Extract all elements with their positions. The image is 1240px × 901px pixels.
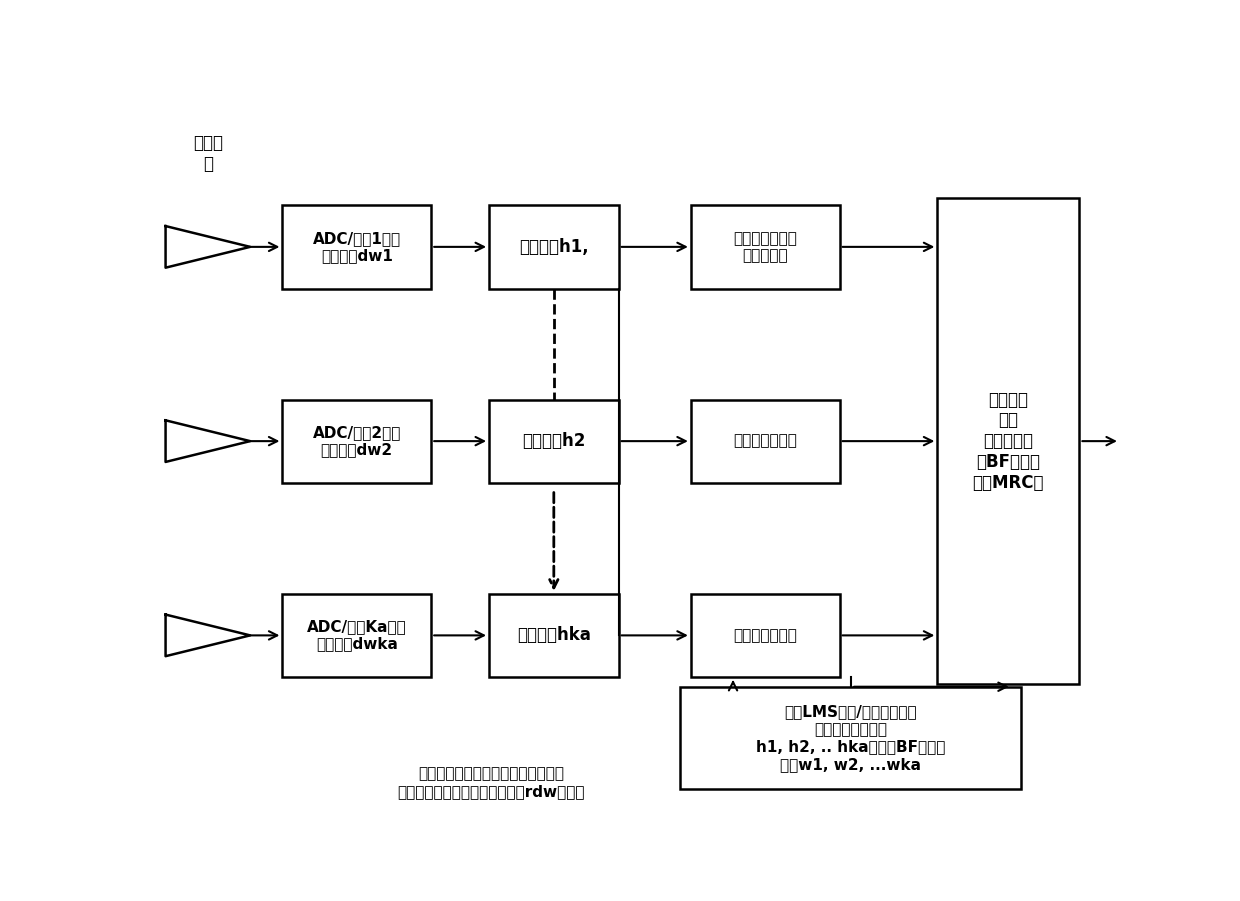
Text: ADC/天线1同步
取出导频dw1: ADC/天线1同步 取出导频dw1	[312, 231, 401, 263]
Bar	[283, 399, 432, 483]
Text: 信道估计hka: 信道估计hka	[517, 626, 590, 644]
Bar	[691, 399, 839, 483]
Text: 信道估计h2: 信道估计h2	[522, 432, 585, 450]
Text: 单载波带有反馈
的频域均衡: 单载波带有反馈 的频域均衡	[733, 231, 797, 263]
Text: ADC/天线2同步
取出导频dw2: ADC/天线2同步 取出导频dw2	[312, 425, 401, 458]
Bar	[489, 594, 619, 677]
Bar	[489, 399, 619, 483]
Text: 阵列天
线: 阵列天 线	[193, 134, 223, 173]
Text: 使用LMS算法/特征数値分解
算法结合信道特性
h1, h2, .. hka来进行BF计算，
得到w1, w2, ...wka: 使用LMS算法/特征数値分解 算法结合信道特性 h1, h2, .. hka来进…	[756, 705, 945, 771]
Bar	[691, 205, 839, 288]
Bar	[691, 594, 839, 677]
Text: 信道估计h1,: 信道估计h1,	[520, 238, 589, 256]
Bar	[489, 205, 619, 288]
Text: 最大比合
并，
完成接收机
的BF赋形合
并（MRC）: 最大比合 并， 完成接收机 的BF赋形合 并（MRC）	[972, 390, 1044, 492]
Bar	[937, 198, 1080, 684]
Text: 单载波频域均衡: 单载波频域均衡	[733, 433, 797, 449]
Bar	[283, 594, 432, 677]
Bar	[283, 205, 432, 288]
Bar	[681, 687, 1022, 789]
Text: ADC/天线Ka同步
取出导频dwka: ADC/天线Ka同步 取出导频dwka	[308, 619, 407, 651]
Text: 单载波频域均衡: 单载波频域均衡	[733, 628, 797, 643]
Text: 本地导频和接收导频信号位置延时，
计算信道估褒时，接收导频信号rdw延时。: 本地导频和接收导频信号位置延时， 计算信道估褒时，接收导频信号rdw延时。	[398, 766, 585, 798]
